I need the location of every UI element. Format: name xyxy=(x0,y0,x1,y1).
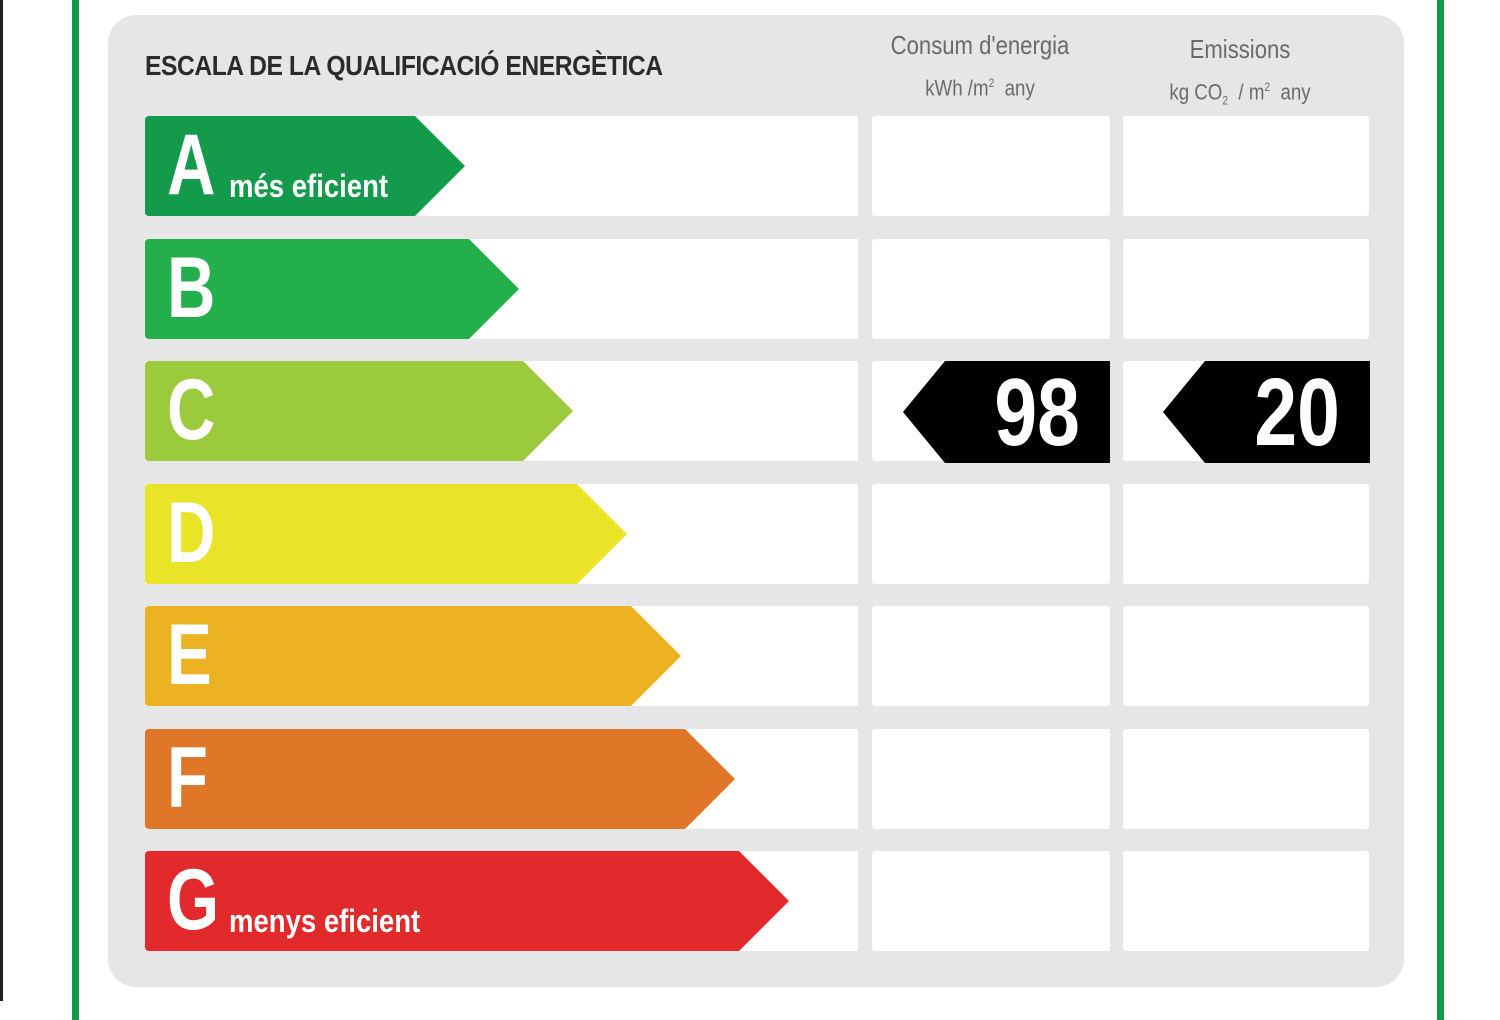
class-letter: B xyxy=(167,240,216,336)
emissions-unit-kg: kg CO xyxy=(1169,79,1223,105)
consumption-marker-value: 98 xyxy=(994,359,1080,466)
page-left-edge xyxy=(0,0,3,1001)
class-arrow-g xyxy=(145,851,789,951)
class-letter: G xyxy=(167,852,220,948)
class-letter: F xyxy=(167,730,208,826)
consumption-header-unit: kWh /m2 any xyxy=(878,68,1082,103)
class-arrow-shape xyxy=(145,729,735,829)
class-note: menys eficient xyxy=(229,903,421,939)
class-arrow-shape xyxy=(145,851,789,951)
class-letter: D xyxy=(167,485,216,581)
class-letter: A xyxy=(167,117,216,213)
class-arrow-c xyxy=(145,361,573,461)
consumption-marker: 98 xyxy=(903,361,1110,463)
class-arrow-shape xyxy=(145,361,573,461)
emissions-cell xyxy=(1123,729,1369,829)
class-arrow-f xyxy=(145,729,735,829)
label-title: ESCALA DE LA QUALIFICACIÓ ENERGÈTICA xyxy=(145,50,663,81)
class-letter: C xyxy=(167,362,216,458)
emissions-marker-value: 20 xyxy=(1254,359,1340,466)
consumption-unit-tail: any xyxy=(1004,75,1035,101)
class-letter: E xyxy=(167,607,212,703)
class-note: més eficient xyxy=(229,168,389,204)
emissions-marker-path xyxy=(1163,361,1370,463)
emissions-header-unit: kg CO2 / m2 any xyxy=(1138,72,1342,116)
consumption-cell xyxy=(872,239,1110,339)
class-arrow-shape xyxy=(145,116,465,216)
class-arrow-shape xyxy=(145,484,627,584)
class-arrow-shape xyxy=(145,606,681,706)
class-arrow-e xyxy=(145,606,681,706)
consumption-cell xyxy=(872,484,1110,584)
consumption-header: Consum d'energia kWh /m2 any xyxy=(878,30,1082,103)
consumption-cell xyxy=(872,116,1110,216)
class-arrow-b xyxy=(145,239,519,339)
emissions-unit-sup: 2 xyxy=(1264,80,1271,94)
consumption-unit-main: kWh /m xyxy=(925,75,989,101)
consumption-cell xyxy=(872,606,1110,706)
emissions-cell xyxy=(1123,239,1369,339)
class-arrow-a xyxy=(145,116,465,216)
consumption-header-title: Consum d'energia xyxy=(890,30,1070,60)
emissions-unit-tail: any xyxy=(1280,79,1311,105)
emissions-header: Emissions kg CO2 / m2 any xyxy=(1138,34,1342,116)
emissions-cell xyxy=(1123,851,1369,951)
consumption-cell xyxy=(872,851,1110,951)
emissions-cell xyxy=(1123,606,1369,706)
green-frame xyxy=(72,0,1444,1020)
class-arrow-d xyxy=(145,484,627,584)
consumption-cell xyxy=(872,729,1110,829)
consumption-marker-shape xyxy=(903,361,1110,463)
emissions-cell xyxy=(1123,484,1369,584)
emissions-unit-sub: 2 xyxy=(1222,93,1229,108)
emissions-marker-shape xyxy=(1163,361,1370,463)
emissions-cell xyxy=(1123,116,1369,216)
emissions-header-title: Emissions xyxy=(1189,34,1291,64)
consumption-unit-sup: 2 xyxy=(988,76,995,90)
emissions-unit-mid: / m xyxy=(1238,79,1265,105)
emissions-marker: 20 xyxy=(1163,361,1370,463)
consumption-marker-path xyxy=(903,361,1110,463)
class-arrow-shape xyxy=(145,239,519,339)
